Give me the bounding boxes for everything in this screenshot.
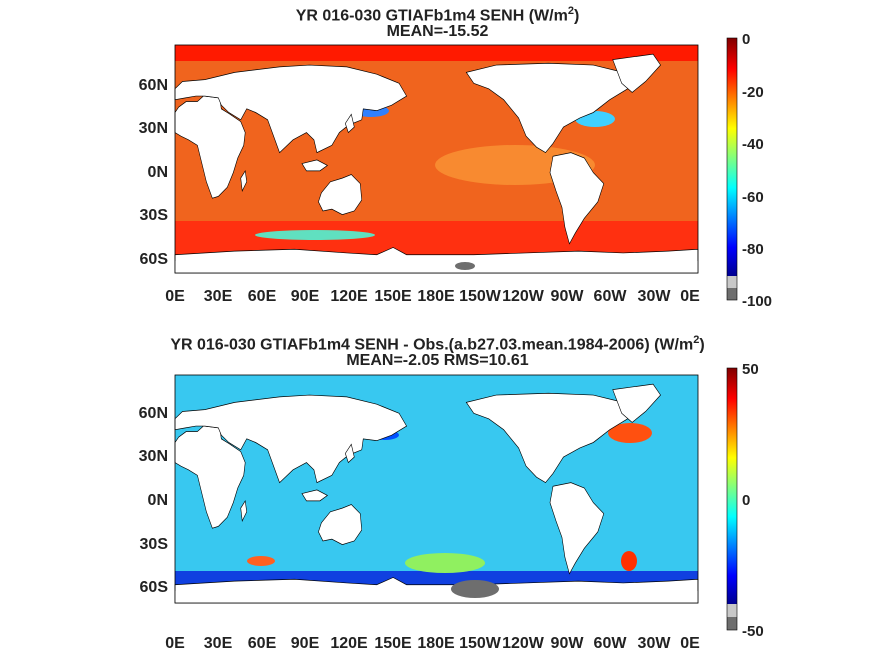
map1-colorbar-label: -60	[742, 189, 764, 206]
map1-antarctic-edge	[175, 261, 698, 273]
map1-lat-label: 60S	[140, 251, 169, 268]
map1-lon-label: 0E	[680, 288, 700, 305]
map1-lon-label: 60E	[248, 288, 277, 305]
map2-lat-label: 60S	[140, 579, 169, 596]
map1-lon-label: 120E	[330, 288, 368, 305]
map2-colorbar-light	[727, 604, 737, 617]
map2-lat-label: 30N	[139, 448, 168, 465]
map1-lon-label: 90W	[551, 288, 585, 305]
map2-colorbar-frame	[726, 367, 738, 631]
map2-lon-label: 180E	[417, 635, 455, 652]
map1-lon-axis: 0E 30E 60E 90E 120E 150E 180E 150W 120W …	[165, 288, 700, 305]
map2-missing-patch	[451, 580, 499, 598]
map2-lon-label: 150E	[374, 635, 412, 652]
map1-colorbar-label: -100	[742, 293, 772, 310]
map2-lon-label: 120E	[330, 635, 368, 652]
map1-colorbar-light	[727, 276, 737, 288]
map1-frame	[174, 44, 699, 274]
map2-indian-south	[247, 556, 275, 566]
map1-title: YR 016-030 GTIAFb1m4 SENH (W/m2)	[0, 2, 875, 25]
map1-colorbar	[726, 37, 738, 301]
map2-frame	[174, 374, 699, 604]
map1-southern-cyan	[255, 230, 375, 240]
map1-lon-label: 180E	[417, 288, 455, 305]
map2-north-atlantic	[608, 423, 652, 443]
map2-colorbar-label: -50	[742, 623, 764, 640]
map2-title: YR 016-030 GTIAFb1m4 SENH - Obs.(a.b27.0…	[0, 331, 875, 354]
map1-lon-label: 60W	[594, 288, 628, 305]
map2-lat-label: 0N	[148, 492, 168, 509]
map1-colorbar-missing	[727, 288, 737, 300]
map2-title-close: )	[699, 336, 705, 354]
map1-lon-label: 120W	[502, 288, 545, 305]
map2-lat-label: 30S	[140, 536, 169, 553]
map2-stats: MEAN=-2.05 RMS=10.61	[346, 352, 529, 369]
map1-lon-label: 30E	[204, 288, 233, 305]
map1-mean: MEAN=-15.52	[386, 23, 489, 40]
map1-colorbar-label: -80	[742, 241, 764, 258]
map1-lat-label: 30S	[140, 207, 169, 224]
map2-lon-label: 30E	[204, 635, 233, 652]
map1-title-close: )	[573, 7, 580, 25]
map2-colorbar-missing	[727, 617, 737, 630]
map1-lat-label: 0N	[148, 164, 168, 181]
map2-colorbar	[726, 367, 738, 631]
map1-lat-label: 30N	[139, 120, 168, 137]
map1-colorbar-labels: 0 -20 -40 -60 -80 -100	[742, 31, 772, 310]
map1-lon-label: 150W	[459, 288, 502, 305]
map1-missing-patch	[455, 262, 475, 270]
map1-colorbar-scale	[727, 38, 737, 276]
map1-lat-axis: 60N 30N 0N 30S 60S	[139, 77, 169, 268]
map1-lon-label: 150E	[374, 288, 412, 305]
map2-colorbar-labels: 50 0 -50	[742, 361, 764, 640]
map1-colorbar-label: 0	[742, 31, 750, 48]
map2-title-text: YR 016-030 GTIAFb1m4 SENH - Obs.(a.b27.0…	[170, 336, 694, 354]
map2-lon-label: 30W	[638, 635, 672, 652]
map2-colorbar-label: 50	[742, 361, 759, 378]
map1-lon-label: 90E	[291, 288, 320, 305]
map1-lon-label: 0E	[165, 288, 185, 305]
map2-west-atlantic	[621, 551, 637, 571]
map1-lon-label: 30W	[638, 288, 672, 305]
map1-lat-label: 60N	[139, 77, 168, 94]
map2-lon-label: 120W	[502, 635, 545, 652]
map1-colorbar-label: -20	[742, 84, 764, 101]
map1-arctic-band	[175, 45, 698, 61]
map1-title-sup: 2	[567, 5, 574, 17]
map2-title-sup: 2	[693, 334, 700, 346]
map2-pacific-green	[405, 553, 485, 573]
map2	[174, 374, 699, 604]
map2-lat-label: 60N	[139, 405, 168, 422]
map1	[174, 44, 699, 274]
map2-antarctic-edge	[175, 591, 698, 603]
map2-lon-label: 90E	[291, 635, 320, 652]
map2-lon-label: 60E	[248, 635, 277, 652]
map1-colorbar-label: -40	[742, 136, 764, 153]
map2-lon-label: 0E	[165, 635, 185, 652]
map2-lon-label: 150W	[459, 635, 502, 652]
map2-colorbar-scale	[727, 368, 737, 604]
map2-lon-axis: 0E 30E 60E 90E 120E 150E 180E 150W 120W …	[165, 635, 700, 652]
map1-title-text: YR 016-030 GTIAFb1m4 SENH (W/m	[295, 7, 568, 25]
map1-colorbar-frame	[726, 37, 738, 301]
map2-lon-label: 60W	[594, 635, 628, 652]
map2-lon-label: 0E	[680, 635, 700, 652]
map2-colorbar-label: 0	[742, 492, 750, 509]
map2-lon-label: 90W	[551, 635, 585, 652]
map2-lat-axis: 60N 30N 0N 30S 60S	[139, 405, 169, 596]
